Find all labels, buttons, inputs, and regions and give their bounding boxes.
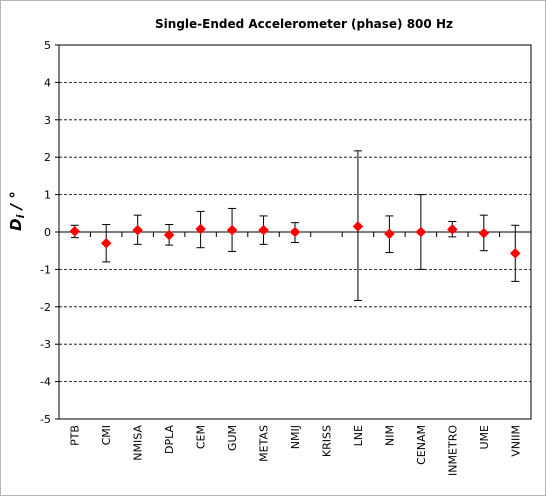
- data-point: [289, 226, 301, 238]
- x-tick-label: METAS: [258, 425, 271, 462]
- data-point: [352, 221, 364, 232]
- plot-area: 5 4 3 2 1 0 -1 -2 -3 -4 -5 PTB CMI NMISA DPLA CEM GUM MET…: [40, 39, 532, 476]
- y-axis-label: Di / °: [7, 191, 27, 231]
- x-tick-label: LNE: [352, 425, 365, 446]
- y-tick-label: 2: [44, 151, 51, 164]
- data-point: [509, 247, 521, 259]
- x-tick-label: VNIIM: [509, 425, 522, 457]
- y-tick-label: -1: [40, 263, 51, 276]
- x-tick-label: CENAM: [415, 425, 428, 465]
- x-tick-label: DPLA: [163, 425, 176, 454]
- y-tick-label: 3: [44, 114, 51, 127]
- data-point: [163, 229, 175, 241]
- data-point: [132, 224, 144, 236]
- y-tick-label: -2: [40, 301, 51, 314]
- y-tick-label: 1: [44, 189, 51, 202]
- y-tick-label: 5: [44, 39, 51, 52]
- data-point: [478, 227, 490, 239]
- y-tick-label: 0: [44, 226, 51, 239]
- x-tick-label: CMI: [100, 425, 113, 445]
- x-tick-label: UME: [478, 425, 491, 450]
- y-axis-label-subscript: i: [14, 214, 27, 218]
- x-tick-label: NMISA: [132, 425, 145, 461]
- y-axis-label-main: D: [7, 218, 25, 230]
- data-point: [226, 224, 238, 236]
- data-point: [258, 224, 269, 236]
- data-point: [446, 224, 458, 235]
- x-tick-label: NIM: [383, 425, 396, 446]
- y-tick-label: -4: [40, 376, 51, 389]
- data-point: [195, 223, 206, 235]
- x-tick-label: NMIJ: [289, 425, 302, 449]
- data-point: [100, 237, 112, 249]
- y-axis-label-unit: / °: [7, 191, 25, 214]
- x-tick-label: INMETRO: [446, 425, 459, 476]
- y-tick-label: 4: [44, 76, 51, 89]
- x-tick-label: PTB: [69, 425, 82, 446]
- x-tick-label: KRISS: [320, 425, 333, 457]
- x-tick-label: GUM: [226, 425, 239, 451]
- data-point: [415, 226, 427, 238]
- y-tick-label: -5: [40, 413, 51, 426]
- x-tick-label: CEM: [195, 425, 208, 449]
- data-point: [69, 225, 81, 237]
- data-point: [384, 228, 395, 240]
- chart-title: Single-Ended Accelerometer (phase) 800 H…: [155, 17, 453, 31]
- y-tick-label: -3: [40, 338, 51, 351]
